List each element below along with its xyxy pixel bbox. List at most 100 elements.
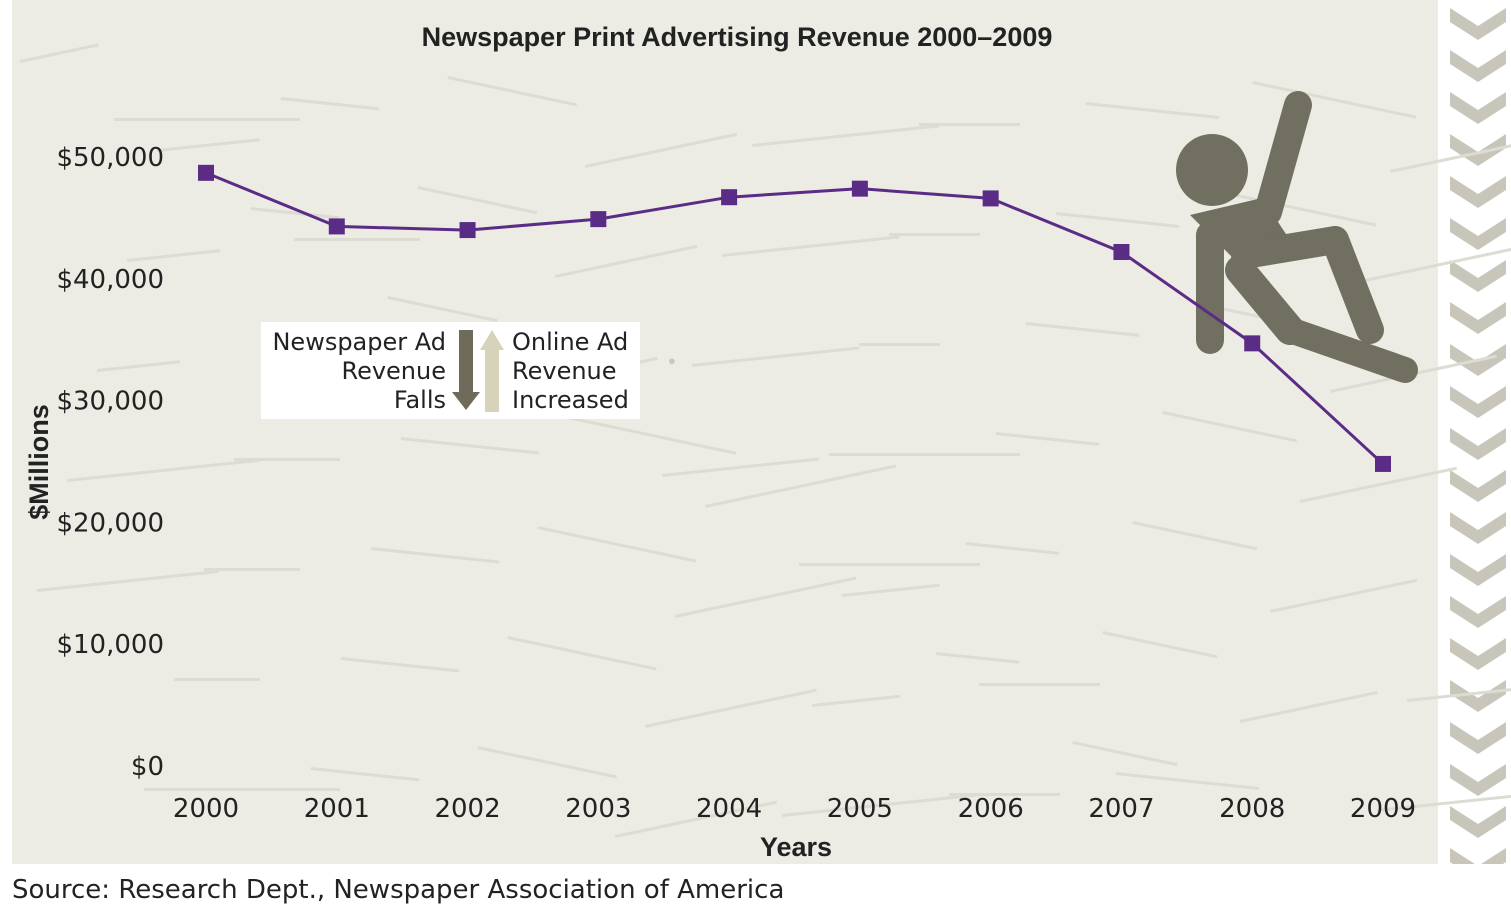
legend-increased-line-3: Increased — [512, 386, 629, 414]
chevron-icon — [1450, 92, 1506, 124]
chevron-icon — [1450, 50, 1506, 82]
legend-falls-line-1: Newspaper Ad — [272, 328, 446, 356]
bg-texture-line — [782, 793, 980, 817]
chevron-icon — [1450, 806, 1506, 838]
bg-texture-line — [1085, 102, 1220, 119]
chevron-icon — [1450, 260, 1506, 292]
newspaper-background: · — [19, 43, 1511, 838]
chevron-icon — [1450, 218, 1506, 250]
y-tick-label: $20,000 — [56, 508, 164, 538]
bg-texture-line — [417, 186, 538, 215]
bg-texture-line — [340, 657, 460, 673]
x-tick-label: 2005 — [827, 794, 893, 824]
data-point — [198, 164, 214, 181]
legend-falls-line-2: Revenue — [341, 357, 446, 385]
y-tick-label: $30,000 — [56, 387, 164, 417]
chart-title: Newspaper Print Advertising Revenue 2000… — [422, 22, 1053, 52]
data-point — [459, 222, 476, 239]
y-tick-label: $50,000 — [56, 143, 164, 173]
bg-texture-line — [614, 800, 778, 838]
bg-texture-line — [555, 244, 698, 278]
x-tick-label: 2006 — [958, 794, 1024, 824]
bg-texture-line — [387, 296, 498, 323]
data-point — [1244, 335, 1261, 352]
chevron-icon — [1450, 848, 1506, 864]
bg-texture-line — [1390, 130, 1511, 173]
bg-texture-line — [812, 694, 900, 707]
y-axis-ticks: $0 $10,000 $20,000 $30,000 $40,000 $50,000 — [56, 143, 164, 782]
series-line — [205, 171, 1385, 466]
bg-texture-line — [995, 432, 1100, 446]
data-point — [982, 190, 999, 207]
chevron-icon — [1450, 512, 1506, 544]
bg-texture-line — [645, 688, 817, 728]
y-axis-label: $Millions — [24, 404, 54, 520]
chevron-icon — [1450, 302, 1506, 334]
chevron-icon — [1450, 596, 1506, 628]
bg-texture-line — [935, 652, 1020, 664]
x-axis-ticks: 2000 2001 2002 2003 2004 2005 2006 2007 2008 2009 — [173, 794, 1416, 824]
bg-texture-line — [1377, 791, 1511, 812]
bg-texture-line — [157, 138, 260, 152]
bg-texture-line — [1072, 740, 1178, 767]
data-point — [851, 180, 868, 197]
data-point — [328, 218, 345, 235]
bg-texture-line — [477, 745, 617, 779]
y-tick-label: $10,000 — [56, 630, 164, 660]
bg-texture-line — [704, 464, 897, 508]
chevron-icon — [1450, 428, 1506, 460]
bg-texture-line — [19, 43, 99, 63]
bg-texture-line — [829, 453, 1020, 456]
down-arrow-icon — [452, 330, 480, 410]
bg-texture-line — [507, 636, 657, 671]
bg-texture-line — [370, 547, 500, 564]
bg-texture-line — [1132, 521, 1258, 551]
x-tick-label: 2009 — [1350, 794, 1416, 824]
bg-texture-line — [234, 458, 340, 461]
bg-texture-line — [585, 132, 738, 168]
bg-texture-line — [67, 458, 260, 482]
bg-texture-line — [1239, 690, 1378, 723]
y-tick-label: $40,000 — [56, 265, 164, 295]
chevron-icon — [1450, 470, 1506, 502]
bg-texture-line — [919, 123, 1020, 126]
chevron-icon — [1450, 638, 1506, 670]
bg-texture-line — [537, 526, 697, 563]
bg-texture-line — [1270, 578, 1418, 613]
x-tick-label: 2001 — [304, 794, 370, 824]
bg-texture-line — [400, 437, 540, 455]
data-point — [1113, 244, 1130, 261]
bg-texture-line — [859, 343, 940, 346]
bg-texture-line — [675, 576, 857, 618]
bg-texture-line — [1055, 211, 1180, 228]
x-tick-label: 2008 — [1219, 794, 1285, 824]
bg-texture-line — [97, 360, 180, 372]
legend-box: Newspaper Ad Revenue Falls Online Ad Rev… — [261, 322, 640, 419]
bg-texture-line — [799, 563, 980, 566]
chevron-icon — [1450, 176, 1506, 208]
bg-texture-line — [661, 457, 820, 477]
bg-texture-line — [567, 415, 737, 455]
x-tick-label: 2003 — [565, 794, 631, 824]
data-point — [1375, 455, 1391, 472]
x-tick-label: 2002 — [434, 794, 500, 824]
bg-texture-line — [842, 583, 940, 597]
bg-texture-line — [889, 233, 980, 236]
data-point — [721, 189, 738, 206]
bg-texture-line — [114, 118, 300, 121]
legend-falls-line-3: Falls — [394, 386, 446, 414]
chevron-icon — [1450, 8, 1506, 40]
data-point — [590, 211, 607, 228]
bg-texture-line — [979, 683, 1100, 686]
chevron-icon — [1450, 554, 1506, 586]
bg-texture-line — [127, 249, 220, 262]
legend-background — [261, 322, 640, 419]
y-tick-label: $0 — [131, 752, 164, 782]
bg-texture-line — [1252, 81, 1417, 119]
chevron-icon — [1450, 722, 1506, 754]
chevron-strip — [1450, 8, 1506, 864]
x-axis-label: Years — [760, 832, 832, 862]
legend-increased-line-2: Revenue — [512, 357, 617, 385]
bg-texture-line — [1025, 321, 1140, 337]
